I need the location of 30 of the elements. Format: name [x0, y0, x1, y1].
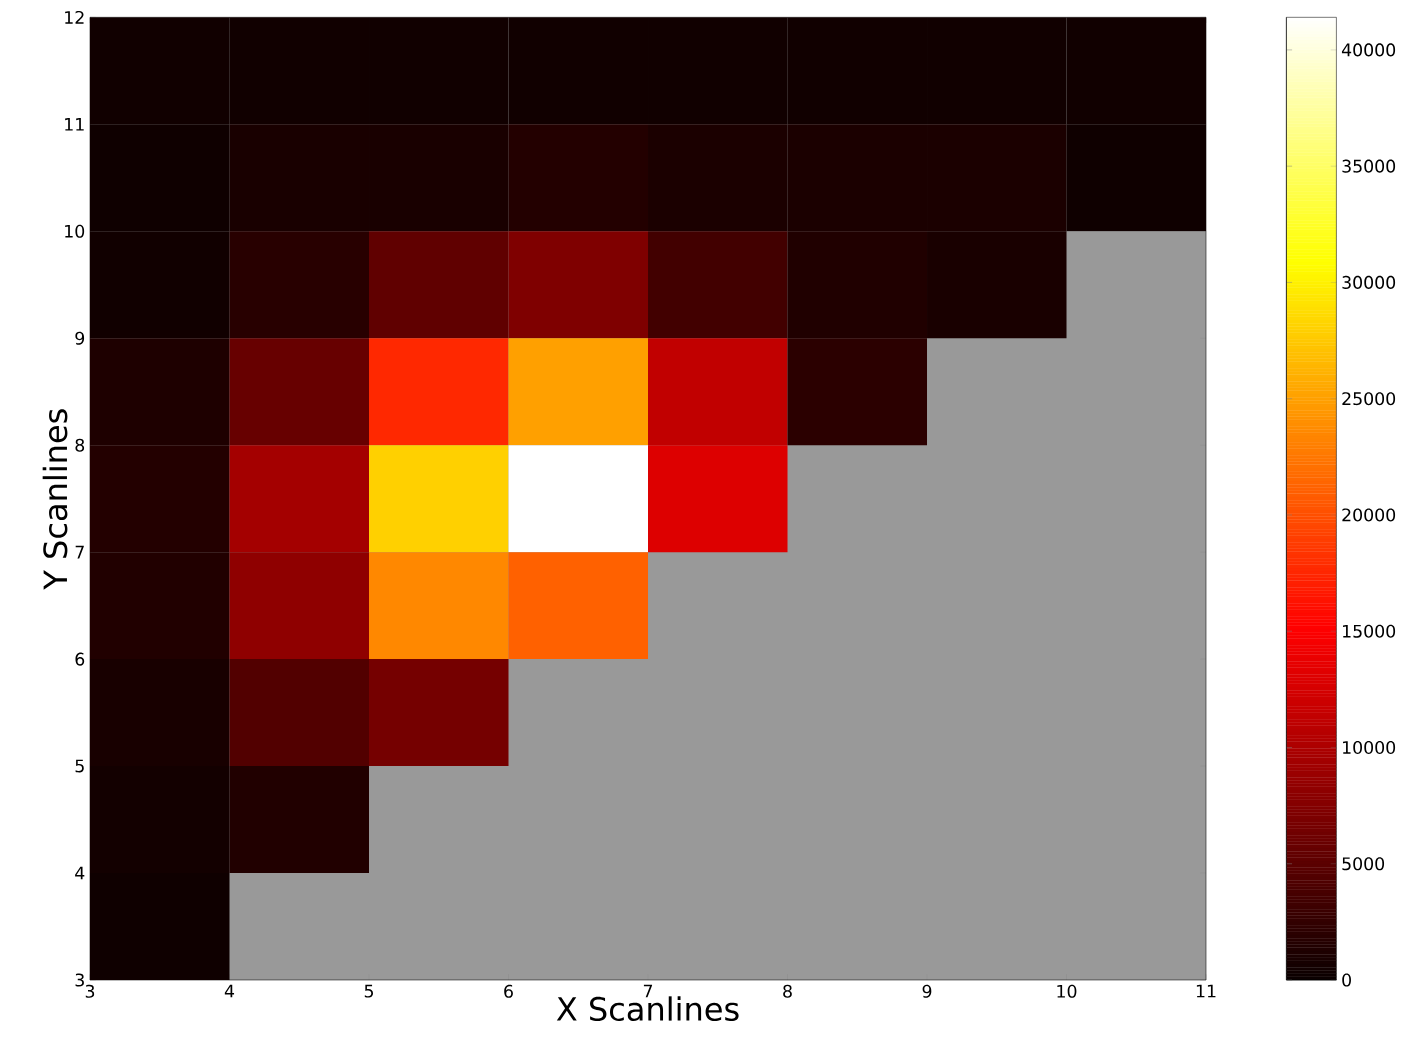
color-bar-label: 30000 [1342, 275, 1396, 289]
color-bar-label: 10000 [1343, 740, 1396, 755]
color-bar-label: 40000 [1341, 43, 1396, 57]
y-tick-label: 11 [65, 117, 84, 131]
y-tick-label: 10 [65, 224, 85, 238]
y-tick-label: 3 [75, 973, 84, 987]
x-tick-label: 5 [364, 984, 374, 998]
color-bar-label: 25000 [1342, 392, 1396, 406]
color-bar-label: 20000 [1342, 508, 1396, 522]
y-tick-label: 9 [75, 331, 85, 345]
x-tick-label: 4 [224, 984, 235, 998]
x-tick-label: 3 [85, 984, 95, 998]
y-tick-label: 12 [65, 10, 84, 24]
x-tick-label: 10 [1057, 984, 1077, 998]
x-tick-label: 11 [1196, 984, 1216, 998]
y-tick-label: 4 [75, 866, 85, 880]
y-axis-title: Y Scanlines [42, 409, 68, 590]
y-tick-label: 8 [75, 438, 85, 452]
x-tick-label: 6 [504, 984, 513, 998]
color-bar-label: 0 [1342, 973, 1351, 987]
x-axis-title: X Scanlines [556, 996, 739, 1022]
x-tick-label: 8 [783, 984, 792, 998]
y-tick-label: 5 [75, 759, 84, 773]
color-bar-label: 35000 [1342, 159, 1396, 173]
color-bar-label: 5000 [1342, 857, 1385, 871]
x-tick-label: 9 [922, 984, 932, 998]
y-tick-label: 7 [75, 545, 84, 559]
color-bar-label: 15000 [1343, 624, 1396, 638]
y-tick-label: 6 [75, 652, 85, 666]
x-tick-label: 7 [643, 984, 653, 998]
